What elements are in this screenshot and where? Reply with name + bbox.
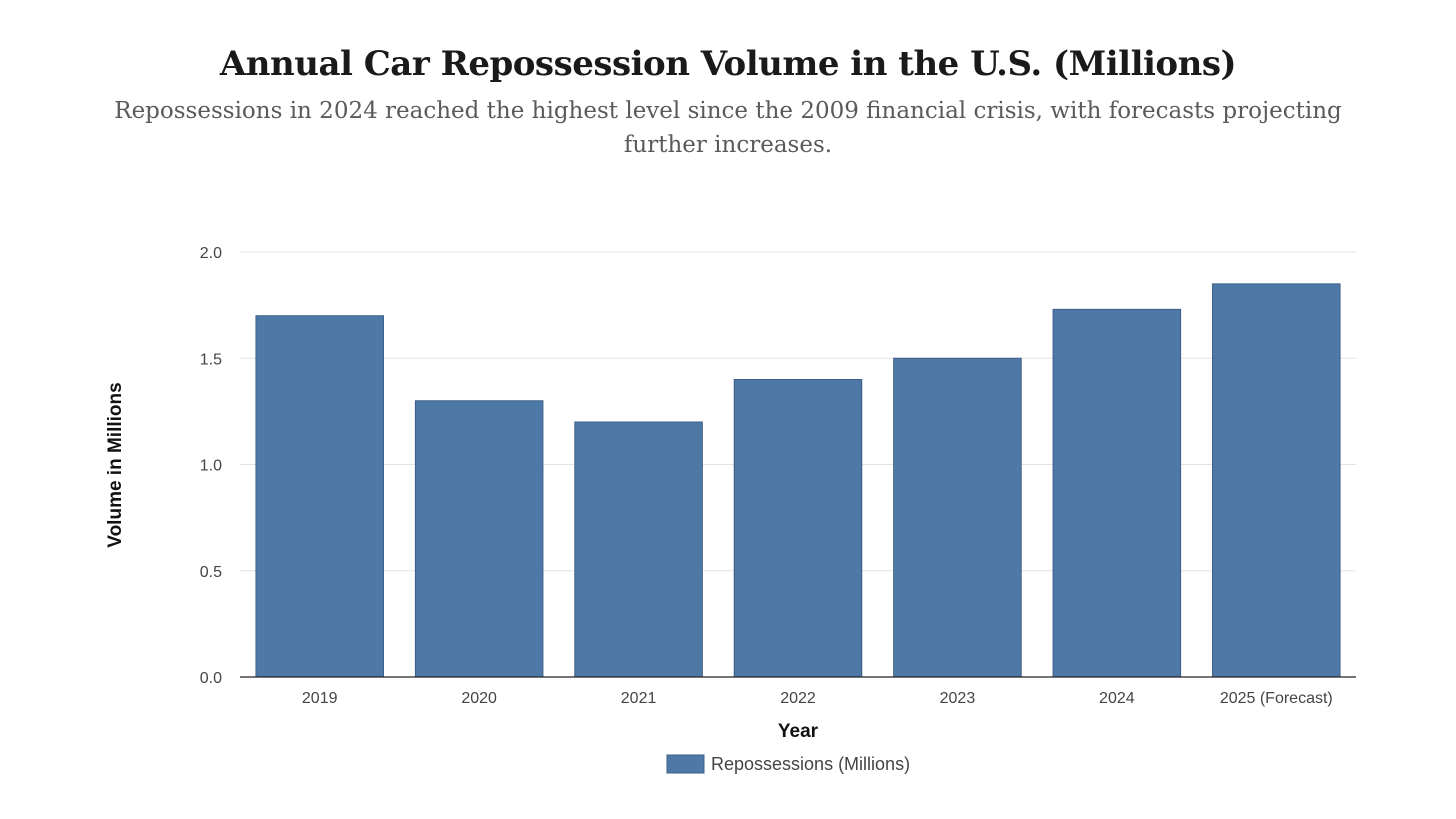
bar-2025-forecast[interactable] — [1212, 283, 1341, 678]
x-axis-title: Year — [778, 721, 819, 742]
y-tick-labels: 0.0 0.5 1.0 1.5 2.0 — [200, 245, 222, 687]
legend[interactable]: Repossessions (Millions) — [666, 754, 910, 774]
y-tick-label: 1.5 — [200, 351, 222, 368]
x-tick-label: 2024 — [1099, 690, 1135, 707]
bar-2019[interactable] — [255, 315, 384, 678]
legend-label: Repossessions (Millions) — [711, 754, 910, 774]
x-tick-label: 2022 — [780, 690, 816, 707]
y-tick-label: 0.0 — [200, 670, 222, 687]
bars — [255, 283, 1341, 678]
x-tick-label: 2025 (Forecast) — [1220, 690, 1333, 707]
y-tick-label: 0.5 — [200, 564, 222, 581]
x-tick-label: 2019 — [302, 690, 338, 707]
x-tick-label: 2020 — [461, 690, 497, 707]
x-tick-label: 2021 — [621, 690, 657, 707]
y-axis-title: Volume in Millions — [105, 382, 126, 547]
bar-2021[interactable] — [574, 421, 703, 678]
bar-2020[interactable] — [414, 400, 544, 678]
bar-2022[interactable] — [733, 379, 863, 678]
chart-subtitle: Repossessions in 2024 reached the highes… — [114, 98, 1342, 158]
chart-title: Annual Car Repossession Volume in the U.… — [219, 44, 1237, 84]
bar-2024[interactable] — [1052, 308, 1182, 678]
x-tick-labels: 2019 2020 2021 2022 2023 2024 2025 (Forecast) — [302, 690, 1333, 707]
x-tick-label: 2023 — [940, 690, 976, 707]
y-tick-label: 2.0 — [200, 245, 222, 262]
legend-swatch — [666, 754, 705, 774]
bar-2023[interactable] — [893, 357, 1022, 678]
y-tick-label: 1.0 — [200, 458, 222, 475]
